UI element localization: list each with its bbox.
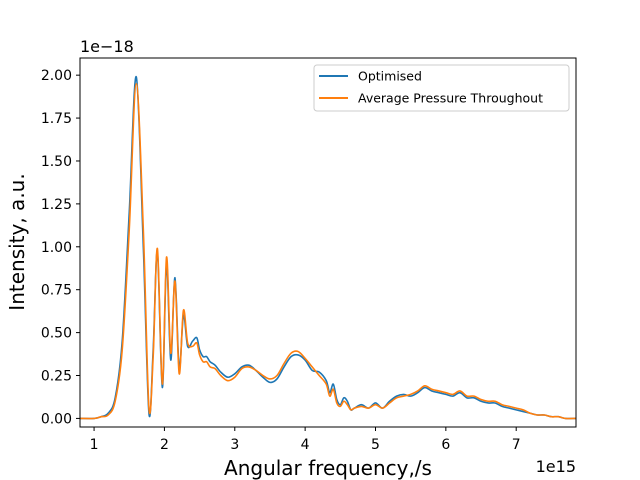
- y-tick-label: 1.50: [41, 154, 72, 170]
- y-offset-text: 1e−18: [80, 37, 134, 56]
- y-tick-label: 0.75: [41, 283, 72, 299]
- legend: Optimised Average Pressure Throughout: [313, 64, 570, 112]
- y-tick-label: 1.75: [41, 111, 72, 127]
- x-tick-label: 5: [371, 437, 380, 453]
- x-tick-label: 1: [90, 437, 99, 453]
- x-offset-text: 1e15: [536, 457, 576, 476]
- x-axis: 1 2 3 4 5 6 7: [90, 427, 521, 453]
- y-tick-label: 0.25: [41, 369, 72, 385]
- x-axis-label: Angular frequency,/s: [224, 456, 432, 480]
- y-tick-label: 1.00: [41, 240, 72, 256]
- y-tick-label: 0.50: [41, 326, 72, 342]
- x-tick-label: 3: [230, 437, 239, 453]
- y-tick-label: 1.25: [41, 197, 72, 213]
- x-tick-label: 6: [441, 437, 450, 453]
- x-tick-label: 7: [512, 437, 521, 453]
- legend-label-average-pressure: Average Pressure Throughout: [358, 91, 543, 106]
- y-tick-label: 2.00: [41, 68, 72, 84]
- y-axis: 0.00 0.25 0.50 0.75 1.00 1.25 1.50 1.75 2.00: [41, 68, 80, 427]
- x-tick-label: 2: [160, 437, 169, 453]
- legend-label-optimised: Optimised: [358, 69, 422, 84]
- y-tick-label: 0.00: [41, 411, 72, 427]
- series-layer: [80, 76, 576, 420]
- legend-box: [313, 64, 570, 112]
- y-axis-label: Intensity, a.u.: [5, 173, 29, 310]
- x-tick-label: 4: [301, 437, 310, 453]
- series-line-1: [80, 82, 576, 420]
- plot-frame: [79, 57, 577, 428]
